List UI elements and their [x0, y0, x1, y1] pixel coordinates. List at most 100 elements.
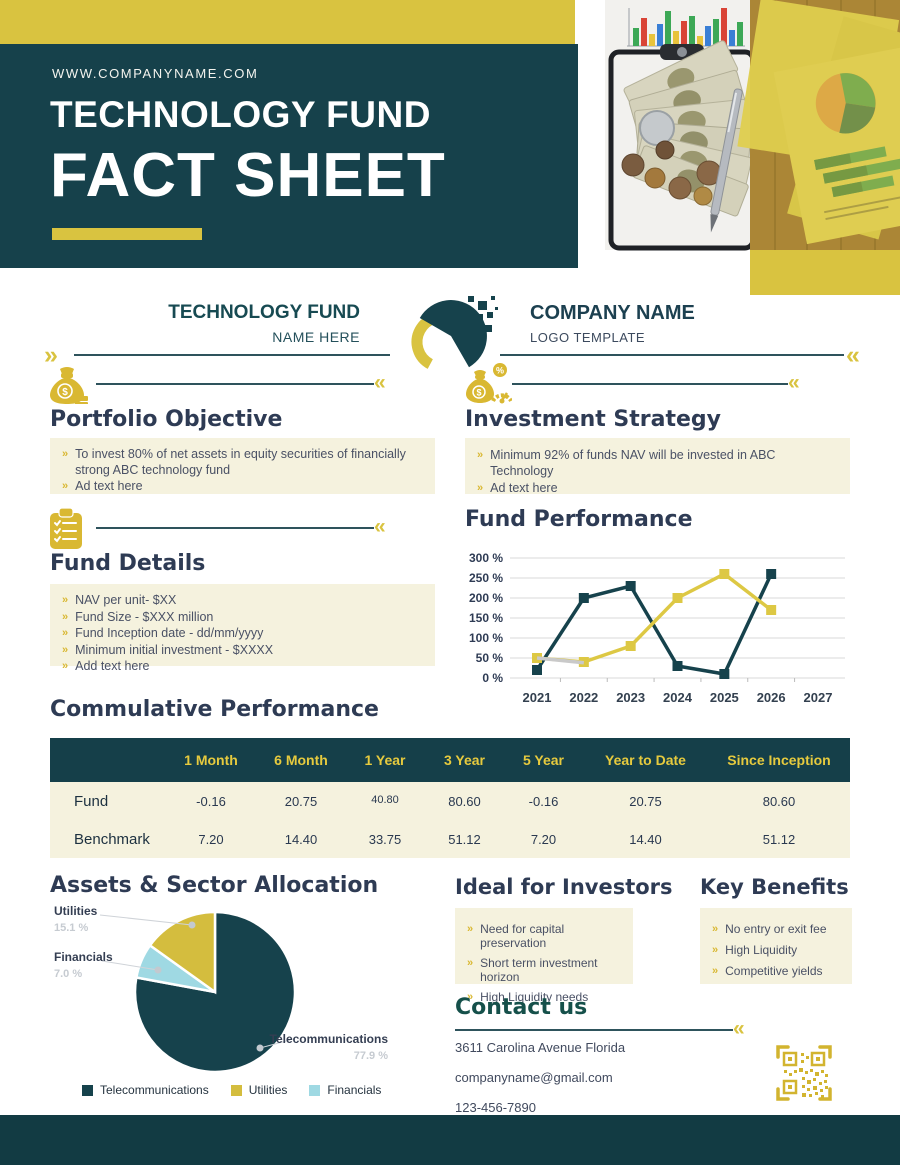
legend-item: Utilities — [230, 1083, 287, 1097]
chevron-bullet-icon: » — [467, 957, 473, 969]
list-item-text: NAV per unit- $XX — [75, 593, 177, 607]
data-line — [536, 656, 585, 665]
chevron-bullet-icon: » — [62, 480, 68, 492]
chevron-bullet-icon: » — [467, 923, 473, 935]
leader-dot — [154, 966, 162, 974]
money-bag-percent-icon: $ % — [466, 363, 512, 404]
contact-info: 3611 Carolina Avenue Florida companyname@… — [455, 1040, 735, 1130]
table-cell: 40.80 — [345, 794, 425, 809]
footer-bar — [0, 1115, 900, 1165]
pie-pct-label: 15.1 % — [54, 922, 88, 934]
table-value: 20.75 — [629, 793, 662, 809]
legend-swatch-icon — [230, 1084, 242, 1096]
svg-text:$: $ — [62, 387, 68, 398]
page-title-line2: FACT SHEET — [50, 141, 446, 210]
pie-pct-label: 77.9 % — [354, 1050, 388, 1062]
table-value: 33.75 — [368, 831, 402, 847]
data-point-marker — [719, 669, 730, 679]
key-benefits-box: » No entry or exit fee » High Liquidity » Com… — [700, 908, 852, 984]
pie-label: Utilities — [54, 904, 98, 918]
section-heading-fund-performance: Fund Performance — [465, 507, 693, 532]
list-item-text: Fund Size - $XXX million — [75, 609, 214, 624]
table-value: -0.16 — [528, 793, 559, 809]
chevron-bullet-icon: » — [62, 448, 68, 460]
chevron-bullet-icon: » — [62, 594, 68, 606]
photo-pen — [710, 88, 743, 233]
legend-item: Financials — [309, 1083, 381, 1097]
allocation-pie-chart: Utilities 15.1 % Financials 7.0 % Telecommun… — [54, 904, 388, 1074]
data-point-marker — [766, 605, 777, 615]
table-cell: 51.12 — [425, 832, 504, 847]
table-cell: -0.16 — [165, 794, 257, 809]
title-underline — [52, 228, 202, 240]
list-item-text: Competitive yields — [725, 964, 823, 978]
section-heading-key-benefits: Key Benefits — [700, 875, 849, 899]
table-value: 20.75 — [284, 793, 318, 809]
table-cell: 20.75 — [257, 794, 345, 809]
photo-coins — [621, 110, 722, 206]
section-heading-contact-us: Contact us — [455, 995, 588, 1020]
table-value: 51.12 — [448, 831, 481, 847]
list-item: » Fund Inception date - dd/mm/yyyy — [62, 626, 425, 642]
qr-code — [776, 1045, 832, 1101]
list-item: » Ad text here — [477, 481, 840, 497]
table-cell: 20.75 — [583, 794, 708, 809]
table-cell: 7.20 — [165, 832, 257, 847]
divider-line — [512, 383, 788, 385]
list-item: » High Liquidity needs — [467, 990, 623, 1005]
performance-table-header: 1 Month 6 Month 1 Year 3 Year 5 Year Year to … — [50, 738, 850, 782]
x-tick-label: 2022 — [569, 690, 598, 705]
contact-line: 123-456-7890 — [455, 1100, 536, 1115]
divider-line — [96, 383, 374, 385]
fund-name-subtitle: NAME HERE — [272, 329, 360, 345]
table-value: 51.12 — [762, 831, 796, 847]
chevron-bullet-icon: » — [62, 627, 68, 639]
pie-slice-utilities — [148, 910, 217, 995]
fund-details-box: » NAV per unit- $XX » Fund Size - $XXX mill… — [50, 584, 435, 673]
table-cell: 14.40 — [257, 832, 345, 847]
table-value: 40.80 — [371, 793, 399, 806]
pie-label: Financials — [54, 950, 113, 964]
divider-line — [455, 1029, 733, 1031]
table-cell: 7.20 — [504, 832, 583, 847]
table-cell: 1 Year — [364, 752, 406, 768]
x-tick-label: 2021 — [523, 690, 552, 705]
table-cell: -0.16 — [504, 794, 583, 809]
header-photo — [605, 0, 900, 295]
list-item-text: Fund Inception date - dd/mm/yyyy — [75, 626, 264, 640]
leader-line — [259, 1039, 291, 1049]
table-cell: 5 Year — [522, 752, 564, 768]
legend-item: Telecommunications — [82, 1083, 209, 1097]
list-item: » Short term investment horizon — [467, 956, 623, 984]
table-cell: Year to Date — [605, 752, 686, 768]
chevron-left-icon: « — [374, 371, 386, 394]
list-item: » Fund Size - $XXX million — [62, 610, 425, 626]
table-value: 14.40 — [284, 831, 318, 847]
section-heading-fund-details: Fund Details — [50, 551, 206, 576]
y-tick-label: 100 % — [469, 631, 503, 645]
legend-label: Telecommunications — [100, 1083, 209, 1097]
data-point-marker — [532, 665, 542, 675]
list-item: » Add text here — [62, 659, 425, 675]
header-yellow-block — [750, 250, 900, 295]
list-item-text: Minimum 92% of funds NAV will be investe… — [490, 448, 776, 478]
table-value: 80.60 — [448, 793, 481, 809]
performance-table-body: Fund -0.16 20.75 40.80 80.60 -0.16 20.75 80.60 B… — [50, 782, 850, 858]
top-yellow-bar — [0, 0, 575, 44]
company-name-subtitle: LOGO TEMPLATE — [530, 330, 646, 345]
list-item-text: Ad text here — [75, 479, 143, 493]
list-item-text: High Liquidity — [725, 943, 798, 957]
list-item: » Ad text here — [62, 479, 425, 495]
chevron-right-icon: » — [44, 341, 58, 369]
table-value: -0.16 — [196, 793, 226, 809]
legend-label: Financials — [327, 1083, 382, 1097]
list-item-text: Ad text here — [490, 481, 558, 495]
pie-pct-label: 7.0 % — [54, 968, 82, 980]
company-name-title: COMPANY NAME — [530, 302, 695, 324]
table-row: Fund -0.16 20.75 40.80 80.60 -0.16 20.75 80.60 — [50, 782, 850, 820]
chevron-bullet-icon: » — [712, 965, 718, 977]
money-bag-icon: $ — [50, 367, 88, 404]
section-heading-ideal-for-investors: Ideal for Investors — [455, 875, 673, 899]
leader-dot — [188, 921, 196, 929]
y-tick-label: 0 % — [482, 671, 503, 685]
